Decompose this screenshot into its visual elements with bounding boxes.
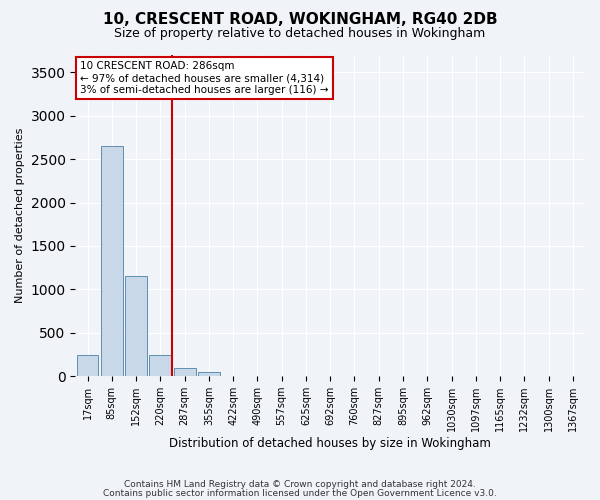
Bar	[173, 368, 196, 376]
Text: Size of property relative to detached houses in Wokingham: Size of property relative to detached ho…	[115, 28, 485, 40]
Bar	[77, 354, 98, 376]
Bar	[101, 146, 123, 376]
Bar	[198, 372, 220, 376]
Text: 10 CRESCENT ROAD: 286sqm
← 97% of detached houses are smaller (4,314)
3% of semi: 10 CRESCENT ROAD: 286sqm ← 97% of detach…	[80, 62, 329, 94]
Text: Contains public sector information licensed under the Open Government Licence v3: Contains public sector information licen…	[103, 489, 497, 498]
X-axis label: Distribution of detached houses by size in Wokingham: Distribution of detached houses by size …	[169, 437, 491, 450]
Text: Contains HM Land Registry data © Crown copyright and database right 2024.: Contains HM Land Registry data © Crown c…	[124, 480, 476, 489]
Bar	[125, 276, 147, 376]
Bar	[149, 354, 171, 376]
Text: 10, CRESCENT ROAD, WOKINGHAM, RG40 2DB: 10, CRESCENT ROAD, WOKINGHAM, RG40 2DB	[103, 12, 497, 28]
Y-axis label: Number of detached properties: Number of detached properties	[15, 128, 25, 304]
